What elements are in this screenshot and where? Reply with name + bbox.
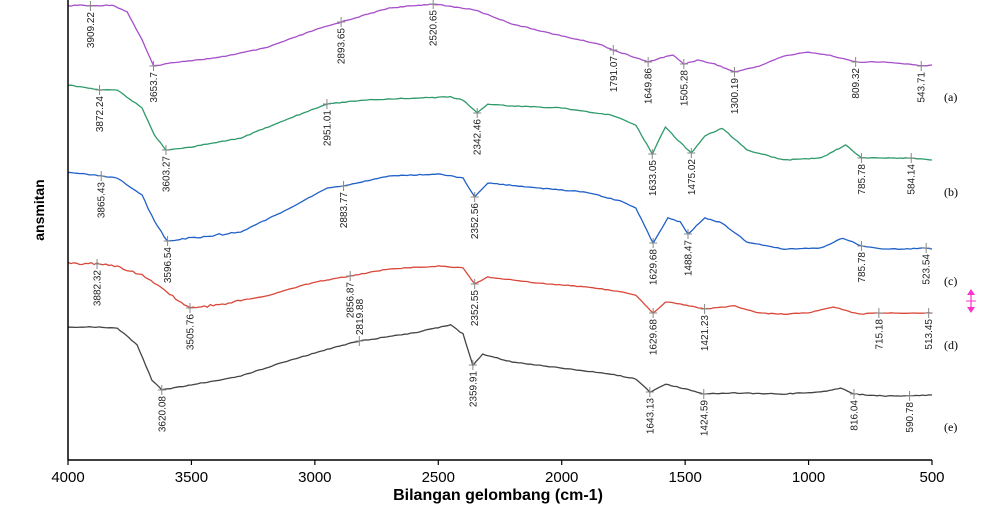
peak-label: 3505.76 (186, 314, 197, 351)
series-label: (e) (944, 420, 957, 434)
peak-label: 513.45 (924, 319, 935, 350)
peak-label: 1629.68 (649, 249, 660, 286)
peak-label: 2819.88 (355, 298, 366, 335)
peak-label: 3620.08 (157, 396, 168, 433)
series-label: (a) (944, 90, 957, 104)
peak-label: 2856.87 (346, 282, 357, 319)
peak-label: 1633.05 (648, 160, 659, 197)
peak-label: 2893.65 (337, 28, 348, 65)
series-labels: (a) (b) (c) (d) (e) (944, 90, 958, 434)
peak-label: 584.14 (907, 164, 918, 195)
peak-label: 3596.54 (163, 247, 174, 284)
y-axis-title: ansmitan (31, 179, 47, 240)
peak-label: 1488.47 (684, 240, 695, 277)
peak-label: 3603.27 (161, 156, 172, 193)
peak-label: 1649.86 (644, 68, 655, 105)
x-tick-label: 4000 (51, 469, 84, 486)
series-line (67, 171, 933, 250)
peak-label: 816.04 (850, 400, 861, 431)
peak-label: 3865.43 (97, 182, 108, 219)
x-tick-label: 3000 (298, 469, 331, 486)
series-line (67, 323, 933, 398)
peak-label: 715.18 (874, 319, 885, 350)
peak-label: 785.78 (857, 252, 868, 283)
peak-label: 2520.65 (429, 10, 440, 47)
peak-label: 543.71 (917, 72, 928, 103)
peak-label: 3872.24 (95, 96, 106, 133)
series-line (67, 84, 933, 161)
peak-label: 3653.7 (149, 72, 160, 103)
arrow-up-icon (967, 289, 975, 295)
arrow-down-icon (967, 307, 975, 313)
peak-label: 1424.59 (699, 400, 710, 437)
peak-label: 2342.46 (473, 119, 484, 156)
peak-label: 2951.01 (323, 110, 334, 147)
resize-arrow-marker (966, 289, 976, 313)
x-tick-label: 1000 (792, 469, 825, 486)
peak-label: 590.78 (905, 402, 916, 433)
series-line (67, 3, 933, 73)
peak-label: 1475.02 (687, 159, 698, 196)
x-tick-label: 2500 (422, 469, 455, 486)
x-tick-label: 500 (919, 469, 944, 486)
peak-label: 2359.91 (468, 371, 479, 408)
peak-label: 2352.55 (470, 290, 481, 327)
peak-label: 809.32 (851, 68, 862, 99)
peak-label: 1421.23 (700, 315, 711, 352)
spectra-lines (67, 3, 933, 398)
x-axis-ticks: 4000 3500 3000 2500 2000 1500 1000 500 (51, 460, 945, 486)
x-tick-label: 3500 (175, 469, 208, 486)
series-label: (c) (944, 274, 957, 288)
peak-label: 1505.28 (679, 70, 690, 107)
peak-label: 1300.19 (730, 78, 741, 115)
peak-label: 1629.68 (649, 319, 660, 356)
x-axis-title: Bilangan gelombang (cm-1) (393, 487, 603, 504)
peak-label: 2352.56 (470, 203, 481, 240)
series-label: (b) (944, 185, 958, 199)
series-line (67, 261, 933, 315)
series-label: (d) (944, 338, 958, 352)
x-tick-label: 2000 (545, 469, 578, 486)
x-tick-label: 1500 (668, 469, 701, 486)
peak-markers: 3909.22 3653.7 2893.65 2520.65 1791.07 1649.8… (86, 0, 935, 436)
peak-label: 3882.32 (93, 270, 104, 307)
peak-label: 2883.77 (339, 192, 350, 229)
peak-label: 1791.07 (609, 56, 620, 93)
peak-label: 1643.13 (645, 398, 656, 435)
peak-label: 3909.22 (86, 12, 97, 49)
peak-label: 785.78 (857, 164, 868, 195)
peak-label: 523.54 (922, 254, 933, 285)
